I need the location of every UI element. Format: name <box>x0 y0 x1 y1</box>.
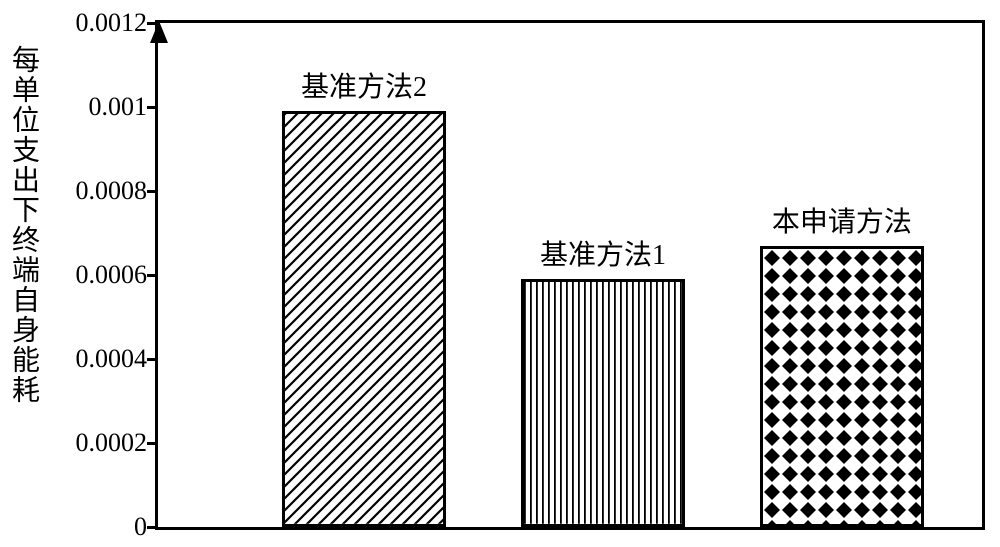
y-tick-label: 0.001 <box>4 92 147 122</box>
bar-pattern-icon <box>763 249 922 524</box>
y-tick-labels: 0 0.0002 0.0004 0.0006 0.0008 0.001 0.0012 <box>0 0 147 547</box>
y-tick-label: 0.0002 <box>4 428 147 458</box>
y-tick-mark <box>147 106 155 109</box>
y-tick-mark <box>147 526 155 529</box>
y-tick-mark <box>147 190 155 193</box>
y-tick-label: 0.0004 <box>4 344 147 374</box>
y-tick-mark <box>147 274 155 277</box>
y-tick-label: 0.0006 <box>4 260 147 290</box>
y-tick-mark <box>147 442 155 445</box>
bars-layer: 基准方法2 基准方法1 本申请方法 <box>158 23 982 527</box>
bar-label: 基准方法2 <box>301 65 427 105</box>
y-tick-mark <box>147 358 155 361</box>
bar-pattern-icon <box>285 114 444 524</box>
y-tick-label: 0.0012 <box>4 8 147 38</box>
bar <box>521 279 686 527</box>
bar-label: 基准方法1 <box>540 233 666 273</box>
bar-pattern-icon <box>524 282 683 524</box>
chart-container: 每单位支出下终端自身能耗 00.00020.00040.00060.00080.… <box>0 0 1000 547</box>
y-axis-arrow-icon <box>150 21 168 43</box>
y-tick-label: 0 <box>4 512 147 542</box>
bar-label: 本申请方法 <box>772 200 912 240</box>
bar <box>282 111 447 527</box>
y-tick-label: 0.0008 <box>4 176 147 206</box>
bar <box>760 246 925 527</box>
